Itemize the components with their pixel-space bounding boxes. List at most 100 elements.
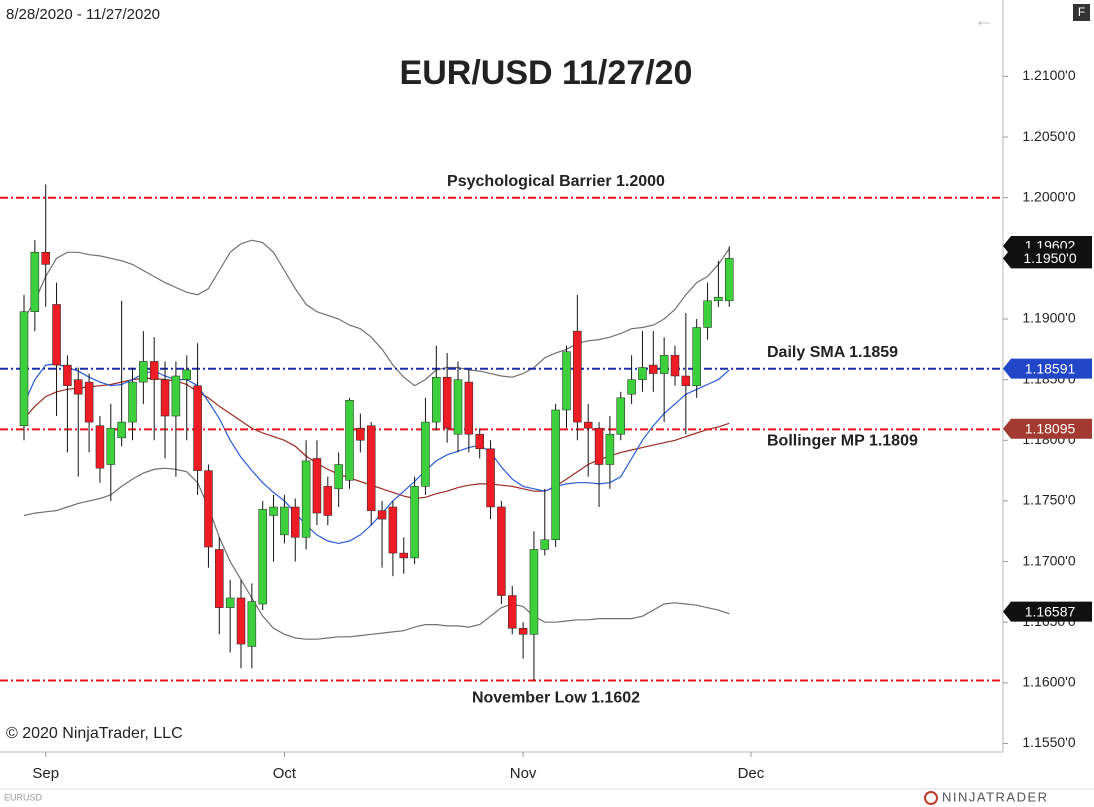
candle-body [128, 381, 137, 423]
x-tick-label: Dec [738, 765, 765, 782]
candle-body [171, 375, 181, 417]
candle-body [464, 381, 474, 435]
candle-body [410, 486, 419, 559]
back-icon[interactable]: ← [974, 9, 994, 31]
candle-body [204, 470, 213, 548]
candle-body [475, 433, 484, 450]
candle-body [573, 330, 582, 423]
candle-body [692, 327, 701, 386]
overlay-line [23, 239, 730, 387]
candle-body [280, 506, 289, 536]
y-tick-label: 1.2050'0 [1022, 128, 1075, 144]
candle-body [215, 549, 224, 608]
candle-body [366, 425, 376, 511]
candle-body [638, 367, 647, 380]
level-label: November Low 1.1602 [472, 690, 640, 707]
price-tag [1003, 358, 1092, 379]
candle-body [106, 427, 116, 465]
copyright: © 2020 NinjaTrader, LLC [6, 725, 183, 742]
candle-body [540, 539, 550, 550]
candle-body [258, 509, 267, 605]
price-tag-label: 1.1950'0 [1023, 250, 1076, 266]
candle-body [562, 351, 571, 411]
chart-title: EUR/USD 11/27/20 [400, 54, 693, 92]
price-tag [1003, 248, 1092, 269]
candle-body [725, 258, 734, 302]
price-tag [1003, 418, 1092, 439]
candle-body [236, 597, 246, 645]
brand-logo [924, 791, 938, 805]
candle-body [356, 427, 365, 441]
instrument: EURUSD [4, 792, 43, 802]
candle-body [117, 421, 126, 439]
candle-body [583, 421, 593, 429]
badge-box[interactable] [1073, 4, 1090, 21]
candle-body [41, 252, 50, 265]
candle-body [377, 510, 387, 520]
candle-body [345, 400, 354, 481]
level-label: Psychological Barrier 1.2000 [447, 173, 665, 190]
candle-body [225, 597, 235, 608]
candle-body [529, 549, 539, 635]
candle-body [442, 376, 452, 429]
candle-body [453, 379, 463, 435]
candle-body [160, 379, 170, 417]
candle-body [334, 464, 343, 490]
candle-body [616, 397, 625, 435]
x-tick-label: Nov [510, 765, 537, 782]
price-tag-label: 1.18591 [1025, 360, 1076, 376]
y-tick-label: 1.1600'0 [1022, 674, 1075, 690]
y-tick-label: 1.1550'0 [1022, 734, 1075, 750]
candle-body [247, 601, 257, 647]
candle-body [19, 311, 29, 426]
candle-body [421, 421, 430, 487]
candle-body [551, 409, 560, 540]
candle-body [518, 628, 528, 635]
candle-body [703, 300, 712, 328]
y-tick-label: 1.1900'0 [1022, 310, 1075, 326]
candle-body [627, 379, 636, 395]
candle-body [193, 385, 202, 471]
candle-body [486, 448, 495, 508]
overlay-line [23, 467, 730, 640]
candle-body [659, 355, 669, 374]
brand: NINJATRADER [942, 789, 1049, 804]
candle-body [497, 506, 506, 596]
candle-body [388, 506, 398, 554]
date-range: 8/28/2020 - 11/27/2020 [6, 6, 160, 23]
candle-body [681, 375, 691, 386]
candle-body [432, 376, 441, 423]
candle-body [323, 486, 333, 516]
level-label: Daily SMA 1.1859 [767, 344, 898, 361]
candle-body [508, 595, 517, 629]
candle-body [149, 361, 159, 380]
candle-body [95, 425, 105, 469]
candle-body [269, 506, 278, 516]
price-tag [1003, 601, 1092, 622]
candle-body [139, 361, 148, 383]
y-tick-label: 1.2100'0 [1022, 67, 1075, 83]
candle-body [84, 381, 94, 423]
badge[interactable]: F [1078, 5, 1085, 19]
x-tick-label: Oct [273, 765, 297, 782]
y-tick-label: 1.1750'0 [1022, 492, 1075, 508]
candle-body [649, 364, 658, 374]
candle-body [291, 506, 300, 538]
candle-body [605, 433, 615, 465]
candle-body [182, 369, 191, 380]
candle-body [670, 355, 680, 377]
candle-body [312, 458, 322, 514]
candle-body [594, 427, 604, 465]
candle-body [301, 460, 311, 538]
candle-body [52, 304, 61, 366]
candle-body [74, 379, 83, 395]
candle-body [63, 364, 72, 386]
candle-body [30, 252, 40, 312]
y-tick-label: 1.2000'0 [1022, 188, 1075, 204]
candle-body [399, 552, 408, 559]
price-tag-label: 1.18095 [1025, 420, 1076, 436]
candle-body [714, 296, 723, 302]
x-tick-label: Sep [32, 765, 59, 782]
